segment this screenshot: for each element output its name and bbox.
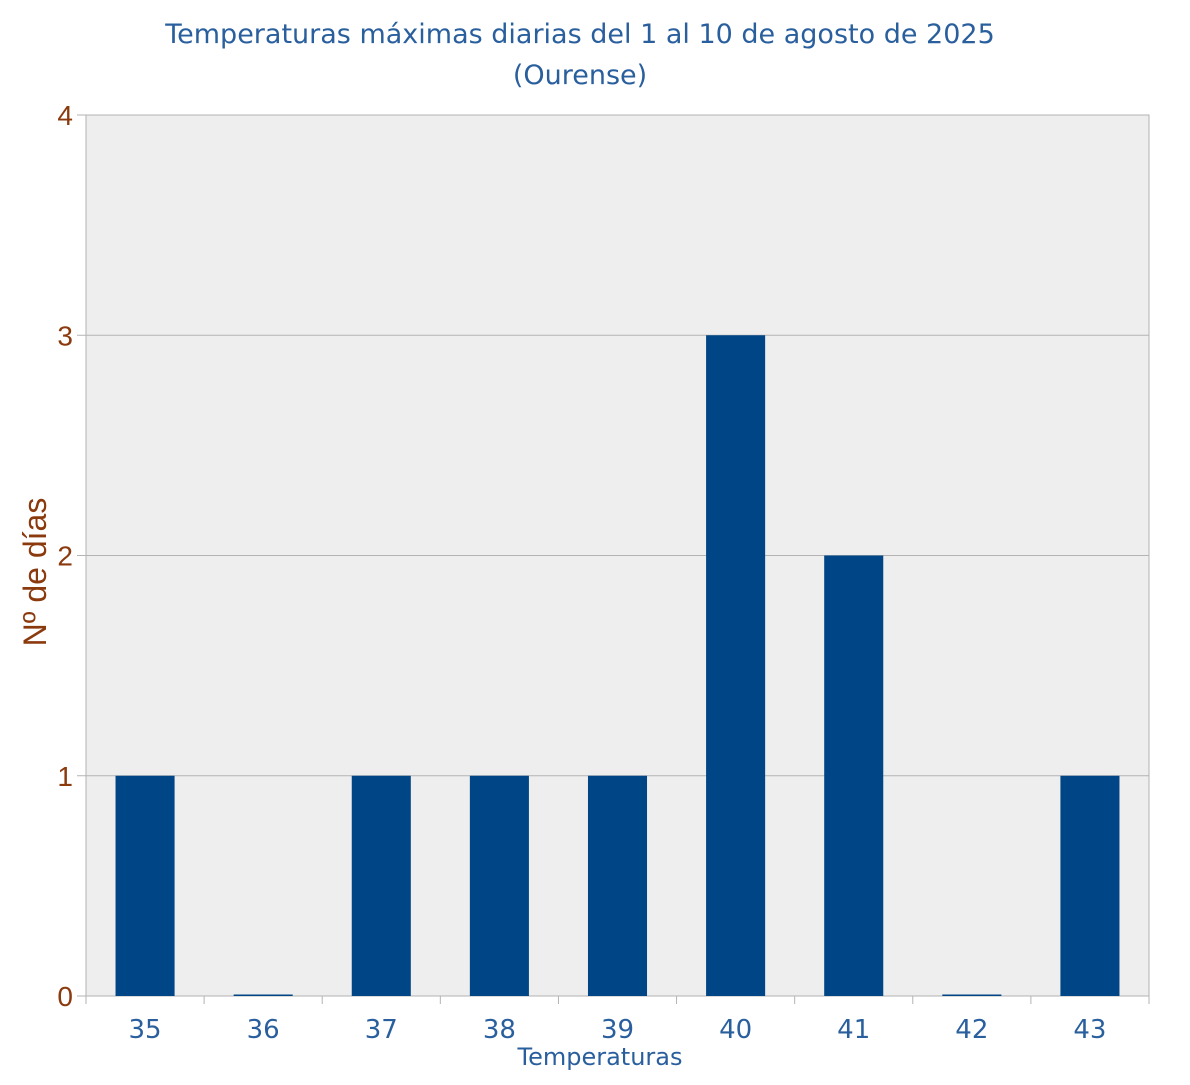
y-tick-label: 4 <box>57 100 73 131</box>
bar-38 <box>469 775 529 996</box>
bar-40 <box>706 335 766 996</box>
y-tick-label: 3 <box>57 320 73 351</box>
x-tick-label: 35 <box>129 1015 162 1045</box>
bar-39 <box>587 775 648 996</box>
y-tick-label: 0 <box>57 981 73 1012</box>
bar-42 <box>942 994 1002 996</box>
x-tick-label: 36 <box>247 1015 280 1045</box>
bar-43 <box>1060 775 1120 996</box>
y-axis-label: Nº de días <box>17 498 53 647</box>
y-tick-label: 2 <box>57 541 73 572</box>
y-tick-label: 1 <box>57 761 73 792</box>
x-axis-label: Temperaturas <box>517 1043 683 1071</box>
y-axis-ticks: 0 1 2 3 4 <box>57 100 86 1012</box>
chart-subtitle: (Ourense) <box>513 60 647 91</box>
bar-37 <box>351 775 411 996</box>
x-tick-label: 37 <box>365 1015 398 1045</box>
bar-36 <box>233 994 293 996</box>
x-axis-ticks: 35 36 37 38 39 40 41 42 43 <box>85 996 1150 1045</box>
chart-title: Temperaturas máximas diarias del 1 al 10… <box>164 19 995 50</box>
x-tick-label: 40 <box>719 1015 752 1045</box>
bar-41 <box>824 555 884 996</box>
bar-35 <box>115 775 175 996</box>
x-tick-label: 43 <box>1073 1015 1106 1045</box>
x-tick-label: 42 <box>955 1015 988 1045</box>
bars <box>115 335 1120 996</box>
x-tick-label: 38 <box>483 1015 516 1045</box>
x-tick-label: 41 <box>837 1015 870 1045</box>
x-tick-label: 39 <box>601 1015 634 1045</box>
